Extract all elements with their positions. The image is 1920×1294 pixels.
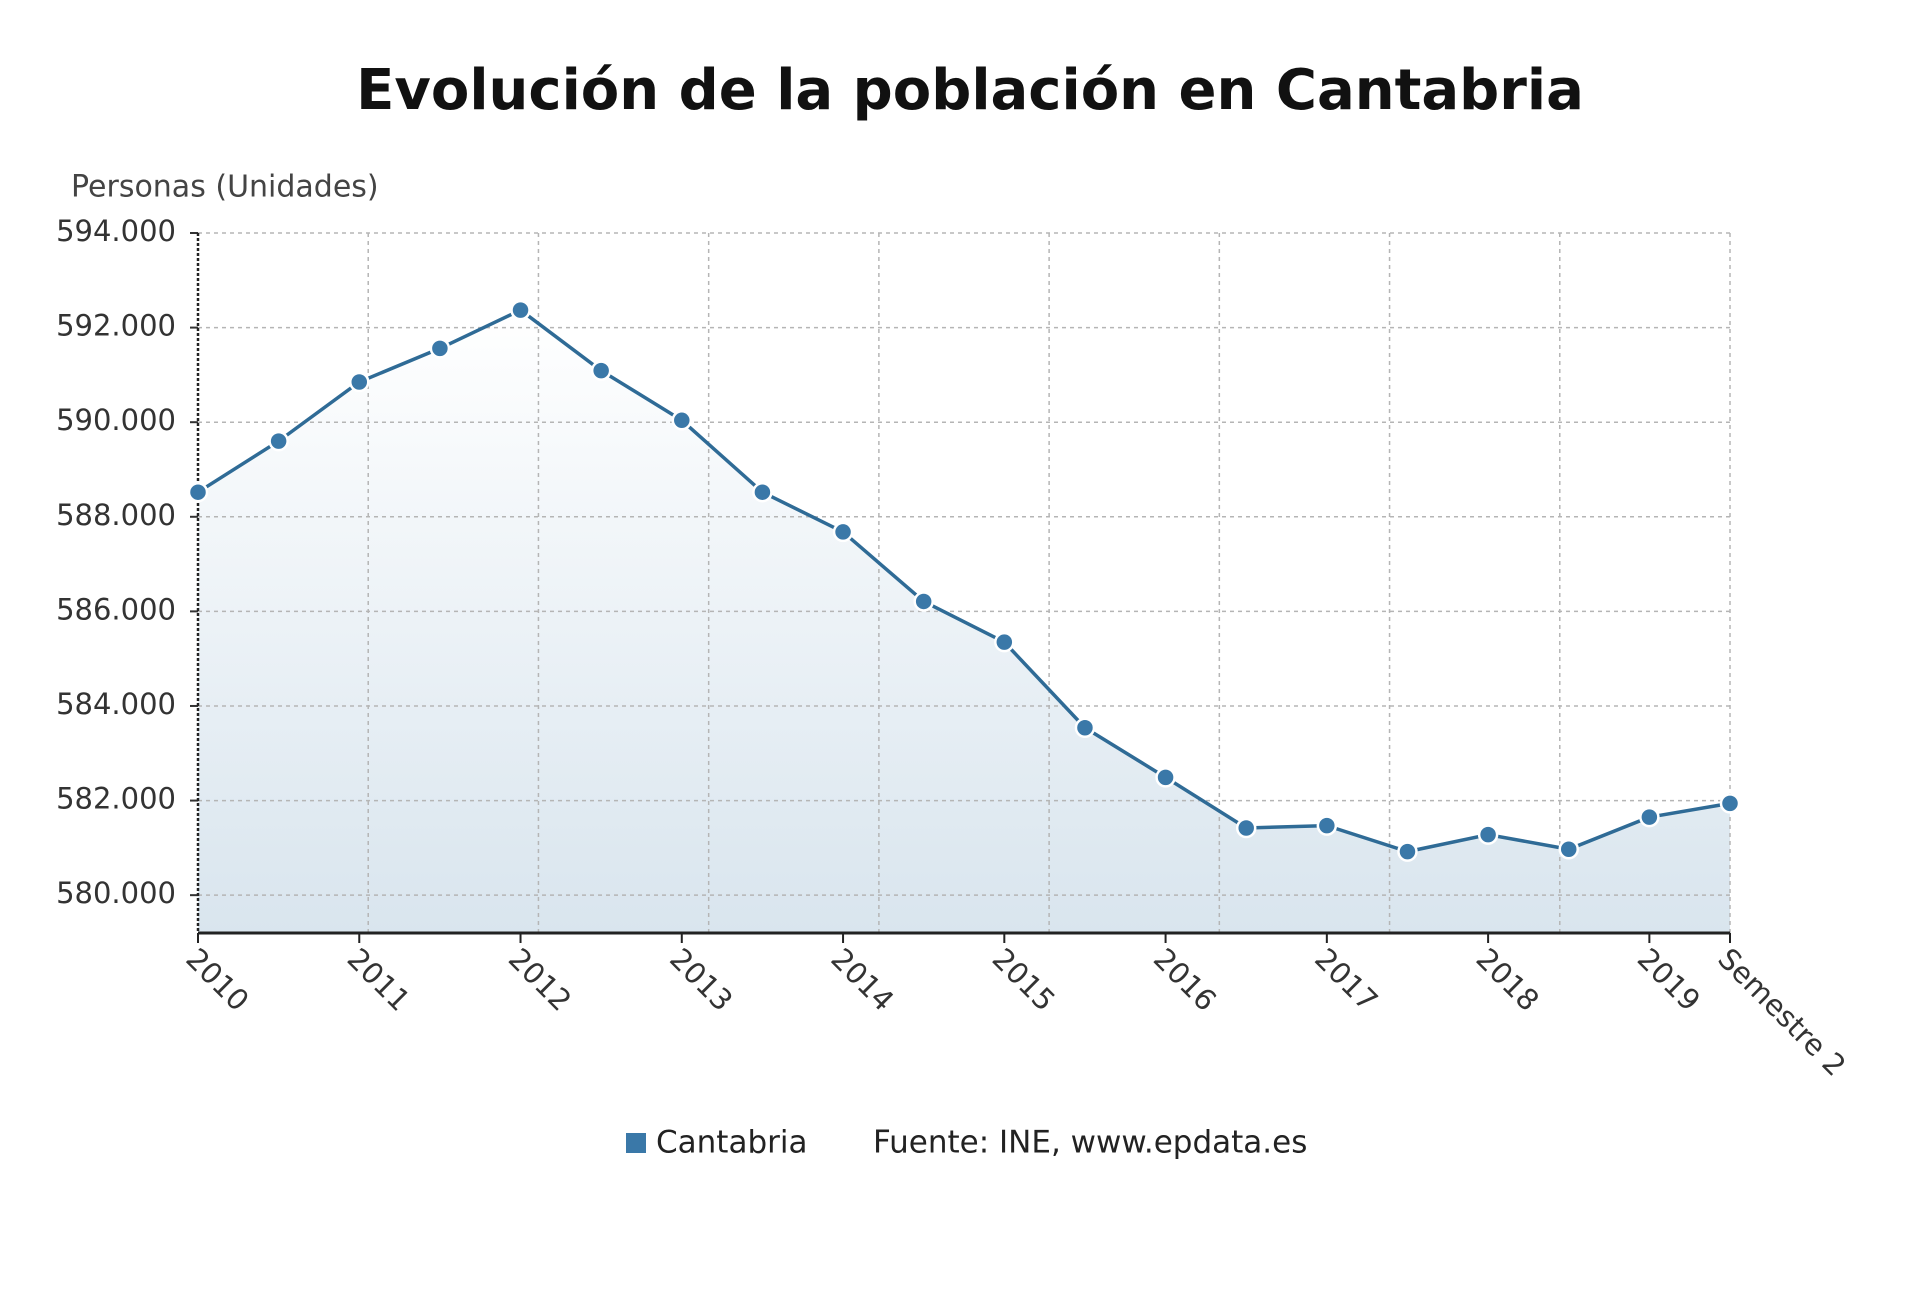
point bbox=[1316, 815, 1338, 836]
legend-swatch bbox=[626, 1133, 646, 1153]
x-tick-label: 2011 bbox=[341, 942, 417, 1018]
legend: Cantabria Fuente: INE, www.epdata.es bbox=[626, 1125, 1307, 1161]
x-tick-label: 2014 bbox=[824, 942, 900, 1018]
source: Fuente: INE, www.epdata.es bbox=[873, 1125, 1307, 1161]
point bbox=[1397, 841, 1418, 862]
x-tick-label: 2017 bbox=[1308, 942, 1384, 1018]
point bbox=[1639, 806, 1660, 828]
x-tick-label: 2018 bbox=[1469, 942, 1545, 1018]
point bbox=[510, 299, 531, 321]
point bbox=[349, 371, 370, 393]
y-tick-label: 592.000 bbox=[56, 309, 176, 343]
point bbox=[429, 338, 451, 359]
y-tick-label: 594.000 bbox=[56, 214, 176, 248]
y-tick-label: 590.000 bbox=[56, 403, 176, 437]
x-tick-label: 2016 bbox=[1147, 942, 1223, 1018]
y-tick-label: 586.000 bbox=[56, 592, 176, 626]
y-tick-label: 584.000 bbox=[56, 687, 176, 721]
line bbox=[197, 308, 1731, 854]
point bbox=[913, 591, 934, 612]
point bbox=[187, 481, 209, 503]
y-axis-label: Personas (Unidades) bbox=[71, 170, 379, 205]
point bbox=[671, 410, 693, 431]
point bbox=[994, 631, 1015, 653]
x-tick-label: Semestre 2 bbox=[1711, 942, 1852, 1083]
point bbox=[590, 360, 612, 381]
x-tick-label: 2015 bbox=[986, 942, 1062, 1018]
point bbox=[1558, 839, 1579, 860]
x-tick-label: 2013 bbox=[663, 942, 739, 1018]
area bbox=[198, 310, 1730, 933]
point bbox=[752, 481, 773, 503]
chart-title: Evolución de la población en Cantabria bbox=[356, 58, 1584, 123]
x-tick-label: 2019 bbox=[1631, 942, 1707, 1018]
y-tick-label: 580.000 bbox=[56, 876, 176, 910]
point bbox=[1235, 817, 1257, 839]
point bbox=[832, 521, 854, 543]
point bbox=[268, 430, 289, 452]
x-tick-label: 2012 bbox=[502, 942, 578, 1018]
legend-label: Cantabria bbox=[656, 1125, 807, 1161]
y-tick-label: 582.000 bbox=[56, 782, 176, 816]
point bbox=[1074, 717, 1096, 738]
point bbox=[1719, 793, 1741, 814]
point bbox=[1155, 767, 1176, 788]
point bbox=[1477, 824, 1499, 845]
x-tick-label: 2010 bbox=[179, 942, 255, 1018]
y-tick-label: 588.000 bbox=[56, 498, 176, 532]
